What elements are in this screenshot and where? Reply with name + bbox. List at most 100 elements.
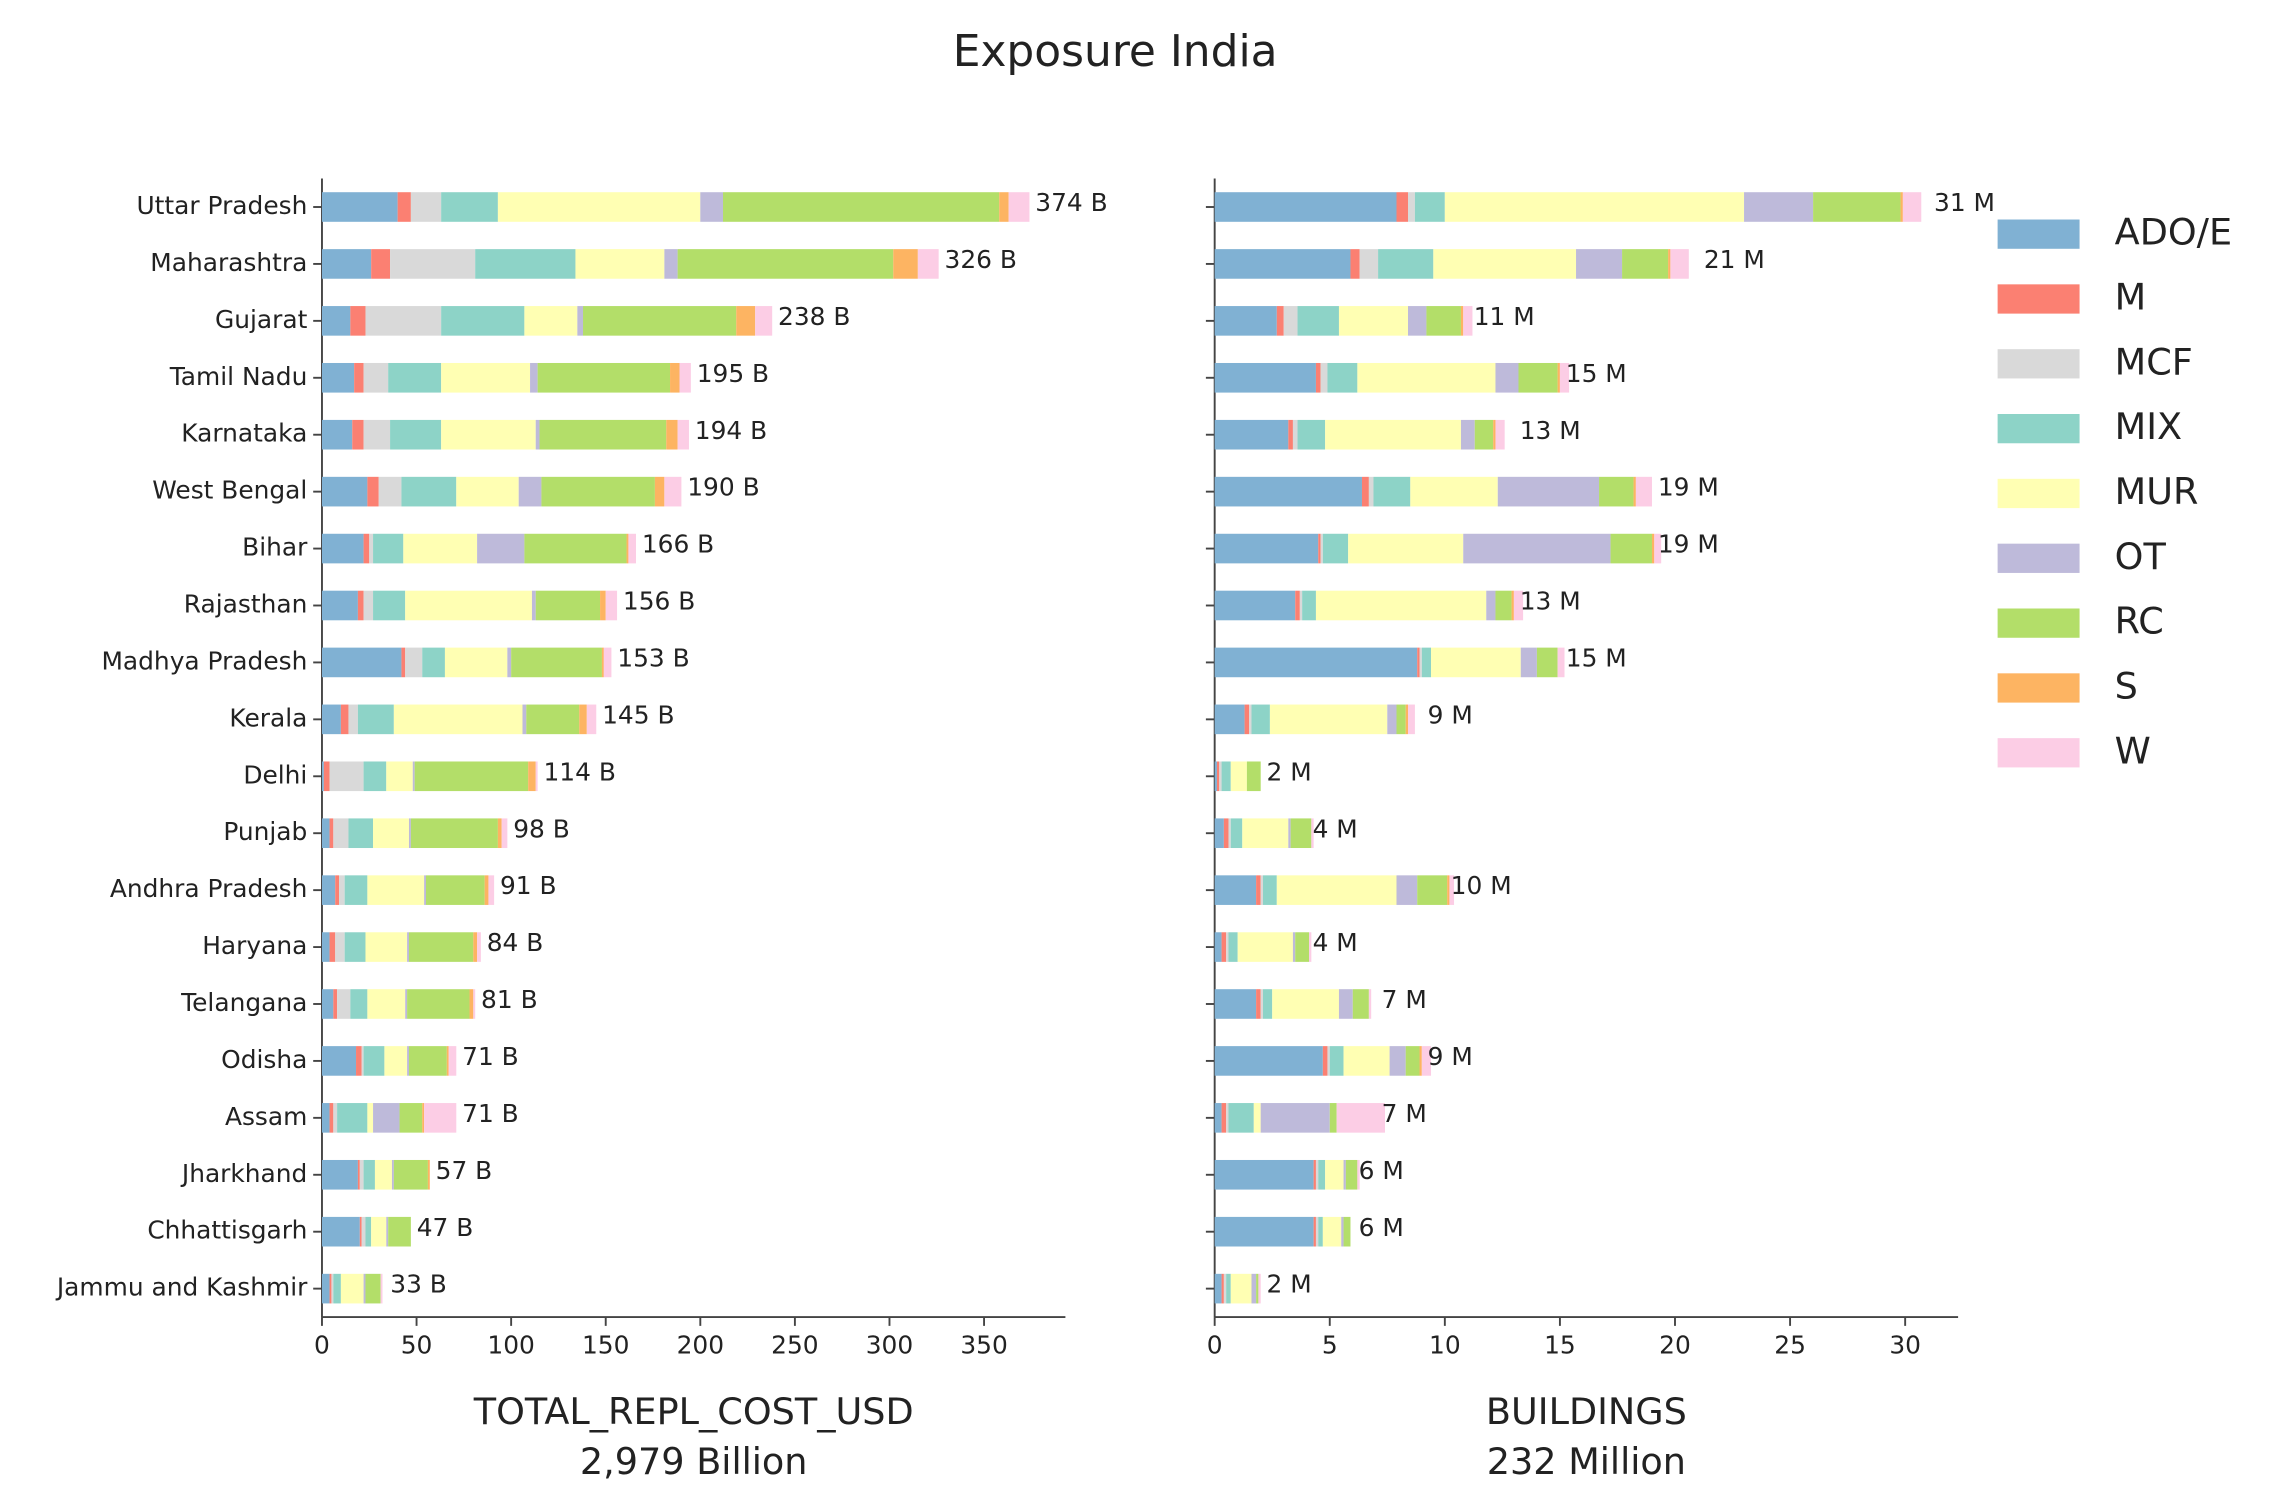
bar-segment bbox=[537, 362, 671, 393]
total-label: 47 B bbox=[417, 1213, 474, 1242]
bar-segment bbox=[1292, 419, 1298, 450]
bar-segment bbox=[1221, 932, 1227, 962]
bar-segment bbox=[1253, 1103, 1261, 1133]
total-label: 326 B bbox=[945, 245, 1017, 274]
bar-segment bbox=[1378, 249, 1434, 279]
bar-segment bbox=[1214, 647, 1418, 678]
bar-segment bbox=[1260, 875, 1264, 905]
bar-segment bbox=[1290, 818, 1312, 849]
bar-segment bbox=[352, 419, 364, 450]
bar-segment bbox=[1322, 1046, 1328, 1076]
bar-segment bbox=[579, 704, 587, 735]
bar-segment bbox=[335, 875, 339, 905]
bar-segment bbox=[329, 932, 336, 962]
bar-segment bbox=[1373, 476, 1411, 507]
bar-segment bbox=[723, 192, 1000, 222]
bar-segment bbox=[321, 1103, 330, 1133]
y-tick-label: Tamil Nadu bbox=[169, 362, 308, 391]
bar-segment bbox=[1343, 1046, 1390, 1076]
bar-segment bbox=[1518, 362, 1558, 393]
bar-segment bbox=[1295, 932, 1310, 962]
bar-segment bbox=[321, 590, 358, 621]
legend-swatch bbox=[1997, 414, 2080, 444]
y-tick-label: Madhya Pradesh bbox=[101, 646, 307, 675]
bar-segment bbox=[664, 476, 682, 507]
total-label: 2 M bbox=[1267, 757, 1312, 786]
bar-segment bbox=[321, 875, 336, 905]
x-tick-label: 0 bbox=[314, 1330, 330, 1359]
bar-segment bbox=[497, 818, 502, 849]
bar-segment bbox=[1536, 647, 1558, 678]
bar-segment bbox=[1387, 704, 1397, 735]
y-tick-label: Assam bbox=[225, 1102, 307, 1131]
total-label: 190 B bbox=[687, 473, 759, 502]
bar-segment bbox=[354, 362, 364, 393]
y-tick-label: West Bengal bbox=[152, 476, 307, 505]
x-tick-label: 10 bbox=[1429, 1330, 1461, 1359]
bar-segment bbox=[541, 476, 655, 507]
x-axis-annotation: 2,979 Billion bbox=[580, 1440, 808, 1483]
bar-segment bbox=[371, 249, 391, 279]
bar-segment bbox=[1216, 761, 1220, 792]
total-label: 6 M bbox=[1359, 1213, 1404, 1242]
bar-segment bbox=[626, 533, 629, 564]
bar-segment bbox=[1343, 1159, 1346, 1190]
total-label: 9 M bbox=[1428, 1042, 1473, 1071]
bar-segment bbox=[1249, 704, 1252, 735]
bar-segment bbox=[522, 704, 527, 735]
bar-segment bbox=[1348, 533, 1464, 564]
bar-segment bbox=[1322, 533, 1349, 564]
bar-segment bbox=[367, 1103, 374, 1133]
bar-segment bbox=[664, 249, 678, 279]
bar-segment bbox=[586, 704, 597, 735]
bar-segment bbox=[1408, 306, 1427, 336]
bar-segment bbox=[365, 306, 442, 336]
bar-segment bbox=[441, 192, 498, 222]
total-label: 15 M bbox=[1566, 359, 1627, 388]
bar-segment bbox=[528, 761, 536, 792]
total-label: 31 M bbox=[1934, 188, 1995, 217]
bar-segment bbox=[422, 1103, 425, 1133]
total-label: 13 M bbox=[1520, 416, 1581, 445]
bar-segment bbox=[384, 1046, 408, 1076]
bar-segment bbox=[1214, 476, 1362, 507]
bar-segment bbox=[1408, 704, 1415, 735]
total-label: 21 M bbox=[1704, 245, 1765, 274]
total-label: 10 M bbox=[1451, 871, 1512, 900]
y-tick-label: Jammu and Kashmir bbox=[55, 1273, 308, 1302]
total-label: 2 M bbox=[1267, 1270, 1312, 1299]
bar-segment bbox=[405, 590, 532, 621]
bar-segment bbox=[1361, 476, 1369, 507]
bar-segment bbox=[1228, 1103, 1254, 1133]
bar-segment bbox=[1219, 761, 1222, 792]
bar-segment bbox=[1214, 761, 1217, 792]
bar-segment bbox=[670, 362, 680, 393]
bar-segment bbox=[446, 1046, 449, 1076]
bar-segment bbox=[407, 932, 409, 962]
bar-segment bbox=[386, 1216, 389, 1247]
bar-segment bbox=[524, 533, 627, 564]
bar-segment bbox=[1670, 249, 1689, 279]
x-axis-annotation: 232 Million bbox=[1487, 1440, 1686, 1483]
x-tick-label: 25 bbox=[1774, 1330, 1806, 1359]
x-tick-label: 100 bbox=[487, 1330, 534, 1359]
bar-segment bbox=[1396, 192, 1409, 222]
total-label: 7 M bbox=[1382, 985, 1427, 1014]
bar-segment bbox=[1495, 362, 1519, 393]
total-label: 6 M bbox=[1359, 1156, 1404, 1185]
y-tick-label: Haryana bbox=[202, 931, 307, 960]
bar-segment bbox=[388, 362, 442, 393]
bar-segment bbox=[441, 419, 536, 450]
bar-segment bbox=[1557, 647, 1565, 678]
total-label: 194 B bbox=[695, 416, 767, 445]
bar-segment bbox=[378, 476, 402, 507]
legend-swatch bbox=[1997, 543, 2080, 573]
bar-segment bbox=[1559, 362, 1570, 393]
bar-segment bbox=[365, 932, 408, 962]
bar-segment bbox=[1329, 1103, 1337, 1133]
bar-segment bbox=[1447, 875, 1450, 905]
total-label: 195 B bbox=[697, 359, 769, 388]
bar-segment bbox=[484, 875, 489, 905]
total-label: 11 M bbox=[1474, 302, 1535, 331]
x-axis-label: TOTAL_REPL_COST_USD bbox=[473, 1390, 914, 1433]
